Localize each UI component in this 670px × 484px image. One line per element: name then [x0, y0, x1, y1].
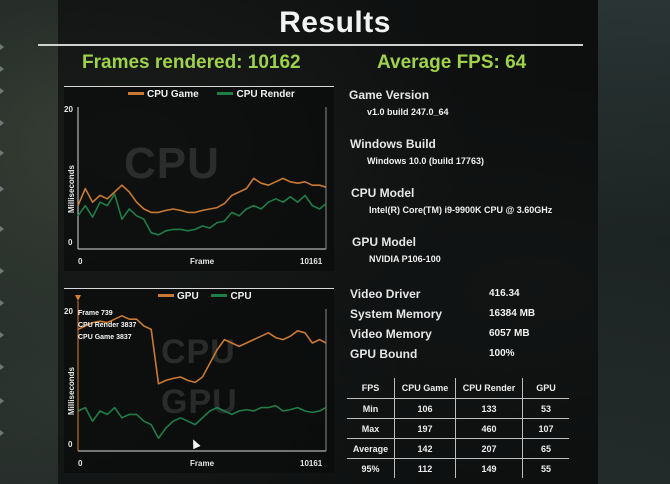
- cpu-frametime-chart: CPU Game CPU Render CPU 20 0 Millisecond…: [64, 86, 334, 271]
- table-row: Max 197 460 107: [347, 418, 569, 439]
- table-cell: 107: [522, 418, 569, 439]
- cpu-watermark-small: CPU: [161, 333, 236, 371]
- table-cell: 65: [522, 438, 569, 459]
- frames-rendered: Frames rendered: 10162: [82, 52, 301, 73]
- average-fps: Average FPS: 64: [377, 52, 527, 73]
- table-cell: 207: [455, 438, 523, 459]
- table-cell: 133: [455, 398, 523, 419]
- system-memory-label: System Memory: [350, 307, 443, 321]
- hover-tooltip: Frame 739 CPU Render 3837 CPU Game 3837: [78, 308, 136, 344]
- title-underline: [38, 44, 583, 46]
- table-header: GPU: [522, 378, 569, 399]
- windows-build-label: Windows Build: [350, 137, 436, 151]
- left-edge-markers: [0, 0, 10, 484]
- series-line-cpu-render: [77, 193, 327, 236]
- x-end-label: 10161: [300, 257, 323, 266]
- cpu-model-label: CPU Model: [351, 186, 415, 200]
- table-header: FPS: [361, 383, 380, 393]
- cpu-chart-legend: CPU Game CPU Render: [128, 89, 295, 100]
- windows-build-value: Windows 10.0 (build 17763): [367, 156, 484, 166]
- game-version-label: Game Version: [349, 88, 430, 102]
- legend-cpu-game: CPU Game: [147, 89, 199, 100]
- table-cell: 460: [455, 418, 523, 439]
- background-edge: [598, 0, 670, 484]
- fps-table: FPS CPU Game CPU Render GPU Min 106 133 …: [347, 378, 569, 478]
- table-cell: 53: [522, 398, 569, 419]
- gpu-watermark: GPU: [161, 383, 238, 421]
- cpu-model-value: Intel(R) Core(TM) i9-9900K CPU @ 3.60GHz: [369, 205, 553, 215]
- legend-swatch-cpu: [211, 293, 228, 297]
- hover-cpu-render: CPU Render 3837: [78, 322, 137, 329]
- table-cell: Min: [362, 403, 379, 414]
- table-cell: 112: [394, 458, 456, 478]
- x-end-label: 10161: [300, 459, 323, 468]
- legend-swatch-cpu-game: [128, 91, 144, 95]
- x-start-label: 0: [78, 257, 83, 266]
- gpu-chart-legend: GPU CPU: [158, 291, 252, 302]
- y-max-label: 20: [64, 307, 73, 316]
- frame-marker-icon: [75, 295, 81, 301]
- legend-cpu-render: CPU Render: [236, 89, 295, 100]
- table-cell: Max: [361, 423, 380, 434]
- hover-frame: Frame 739: [78, 310, 113, 317]
- table-cell: 149: [455, 458, 523, 478]
- table-header: CPU Game: [394, 378, 456, 399]
- legend-cpu: CPU: [230, 291, 252, 302]
- video-driver-value: 416.34: [489, 288, 520, 299]
- y-max-label: 20: [64, 105, 73, 114]
- table-cell: 142: [394, 438, 456, 459]
- gpu-chart-plot: [75, 295, 327, 452]
- cpu-watermark: CPU: [124, 139, 220, 188]
- gpu-model-label: GPU Model: [352, 235, 417, 249]
- game-version-value: v1.0 build 247.0_64: [367, 107, 449, 117]
- table-cell: Average: [352, 443, 389, 454]
- x-start-label: 0: [78, 459, 83, 468]
- gpu-frametime-chart: GPU CPU CPU GPU 20 0 Milliseconds 0 Fram…: [64, 288, 334, 473]
- table-row: 95% 112 149 55: [347, 458, 569, 478]
- y-min-label: 0: [68, 440, 73, 449]
- series-line-cpu: [77, 404, 327, 439]
- series-line-cpu-game: [77, 177, 327, 214]
- table-cell: 106: [394, 398, 456, 419]
- y-axis-label: Milliseconds: [67, 366, 76, 415]
- x-axis-label: Frame: [190, 257, 215, 266]
- video-memory-label: Video Memory: [350, 327, 432, 341]
- legend-swatch-cpu-render: [217, 91, 234, 95]
- y-axis-label: Milliseconds: [67, 164, 76, 213]
- cpu-chart-plot: [77, 107, 327, 250]
- page-title: Results: [279, 6, 391, 39]
- gpu-bound-label: GPU Bound: [350, 347, 418, 361]
- series-line-gpu: [77, 314, 327, 385]
- legend-gpu: GPU: [177, 291, 199, 302]
- video-driver-label: Video Driver: [350, 287, 421, 301]
- table-row: Average 142 207 65: [347, 438, 569, 459]
- x-axis-label: Frame: [190, 459, 215, 468]
- table-row: Min 106 133 53: [347, 398, 569, 419]
- gpu-bound-value: 100%: [489, 348, 515, 359]
- legend-swatch-gpu: [158, 293, 174, 297]
- table-cell: 197: [394, 418, 456, 439]
- table-header: CPU Render: [455, 378, 523, 399]
- y-min-label: 0: [68, 238, 73, 247]
- table-cell: 95%: [361, 463, 380, 474]
- video-memory-value: 6057 MB: [489, 328, 530, 339]
- system-memory-value: 16384 MB: [489, 308, 536, 319]
- hover-cpu-game: CPU Game 3837: [78, 334, 132, 341]
- table-header-row: FPS CPU Game CPU Render GPU: [347, 378, 569, 399]
- table-cell: 55: [522, 458, 569, 478]
- gpu-model-value: NVIDIA P106-100: [369, 254, 441, 264]
